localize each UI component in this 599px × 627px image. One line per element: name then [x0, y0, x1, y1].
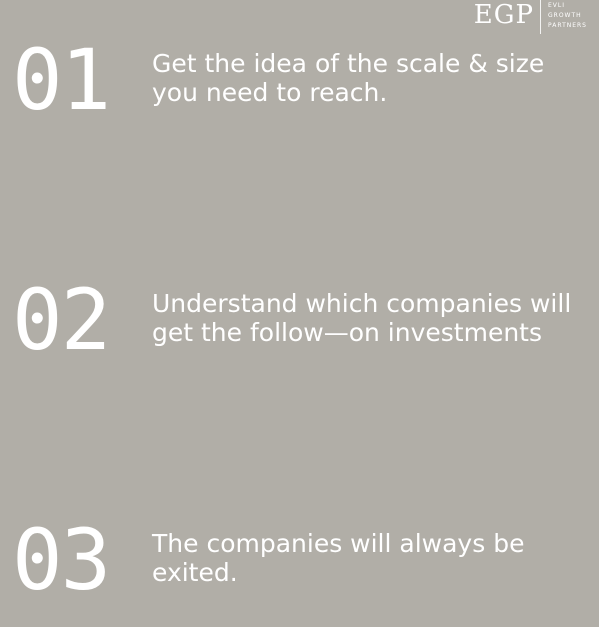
logo-wordmark: EVLI GROWTH PARTNERS — [541, 0, 587, 31]
logo-divider — [540, 0, 541, 34]
item-number: 01 — [12, 31, 111, 129]
logo-word-partners: PARTNERS — [548, 22, 587, 29]
item-number: 03 — [12, 511, 111, 609]
item-text: The companies will always be exited. — [152, 529, 525, 587]
logo-mark: EGP — [473, 0, 534, 30]
item-number: 02 — [12, 271, 111, 369]
list-item: 01 Get the idea of the scale & size you … — [12, 31, 572, 129]
list-item: 03 The companies will always be exited. — [12, 511, 572, 609]
logo-word-growth: GROWTH — [548, 12, 582, 19]
list-item: 02 Understand which companies will get t… — [12, 271, 572, 369]
brand-logo: EGP EVLI GROWTH PARTNERS — [474, 0, 587, 34]
item-text: Get the idea of the scale & size you nee… — [152, 49, 545, 107]
item-text: Understand which companies will get the … — [152, 289, 572, 347]
logo-word-evli: EVLI — [548, 2, 566, 9]
